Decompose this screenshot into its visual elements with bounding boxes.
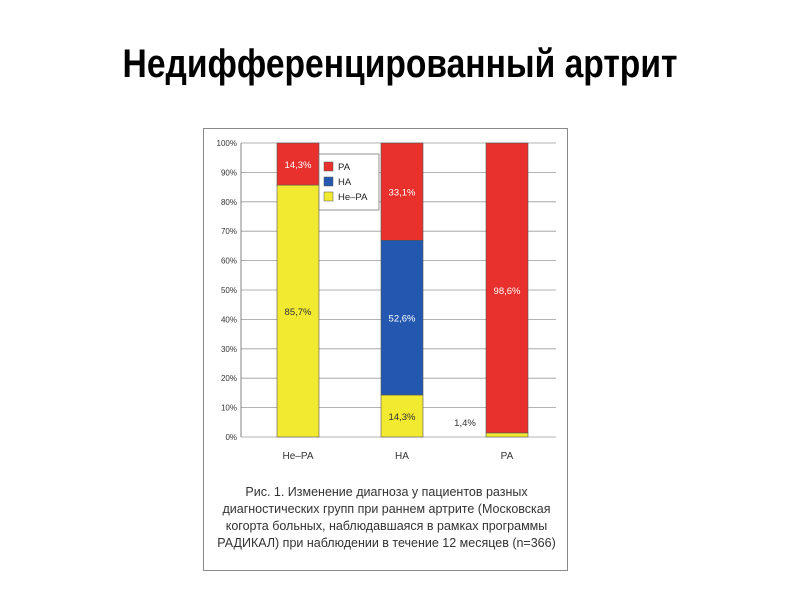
legend-swatch bbox=[323, 191, 334, 202]
legend-label: НА bbox=[338, 177, 352, 188]
bar-segment bbox=[380, 240, 424, 396]
bar-segment bbox=[485, 142, 529, 434]
bar-segment bbox=[485, 432, 529, 438]
slide-title: Недифференцированный артрит bbox=[122, 42, 678, 86]
y-tick-label: 60% bbox=[221, 257, 237, 266]
legend-swatch bbox=[323, 176, 334, 187]
y-tick-label: 0% bbox=[225, 433, 237, 442]
bar-segment bbox=[380, 394, 424, 438]
y-tick-label: 30% bbox=[221, 345, 237, 354]
x-category-label: РА bbox=[501, 451, 514, 462]
figure-caption: Рис. 1. Изменение диагноза у пациентов р… bbox=[217, 485, 556, 550]
data-label: 85,7% bbox=[285, 307, 312, 318]
legend-label: Не–РА bbox=[338, 192, 368, 203]
data-label: 14,3% bbox=[389, 412, 416, 423]
data-label: 52,6% bbox=[389, 314, 416, 325]
y-tick-label: 20% bbox=[221, 374, 237, 383]
y-tick-label: 90% bbox=[221, 168, 237, 177]
data-label: 98,6% bbox=[494, 286, 521, 297]
legend-label: РА bbox=[338, 162, 351, 173]
y-tick-label: 80% bbox=[221, 198, 237, 207]
legend-swatch bbox=[323, 161, 334, 172]
data-label: 14,3% bbox=[285, 160, 312, 171]
y-tick-label: 10% bbox=[221, 404, 237, 413]
y-tick-label: 100% bbox=[217, 139, 237, 148]
bar-segment bbox=[276, 142, 320, 186]
bar-segment bbox=[276, 184, 320, 438]
y-tick-label: 50% bbox=[221, 286, 237, 295]
data-label: 1,4% bbox=[454, 418, 476, 429]
data-label: 33,1% bbox=[389, 188, 416, 199]
y-tick-label: 40% bbox=[221, 315, 237, 324]
x-category-label: НА bbox=[395, 451, 409, 462]
bar-segment bbox=[380, 142, 424, 241]
y-tick-label: 70% bbox=[221, 227, 237, 236]
x-category-label: Не–РА bbox=[282, 451, 313, 462]
